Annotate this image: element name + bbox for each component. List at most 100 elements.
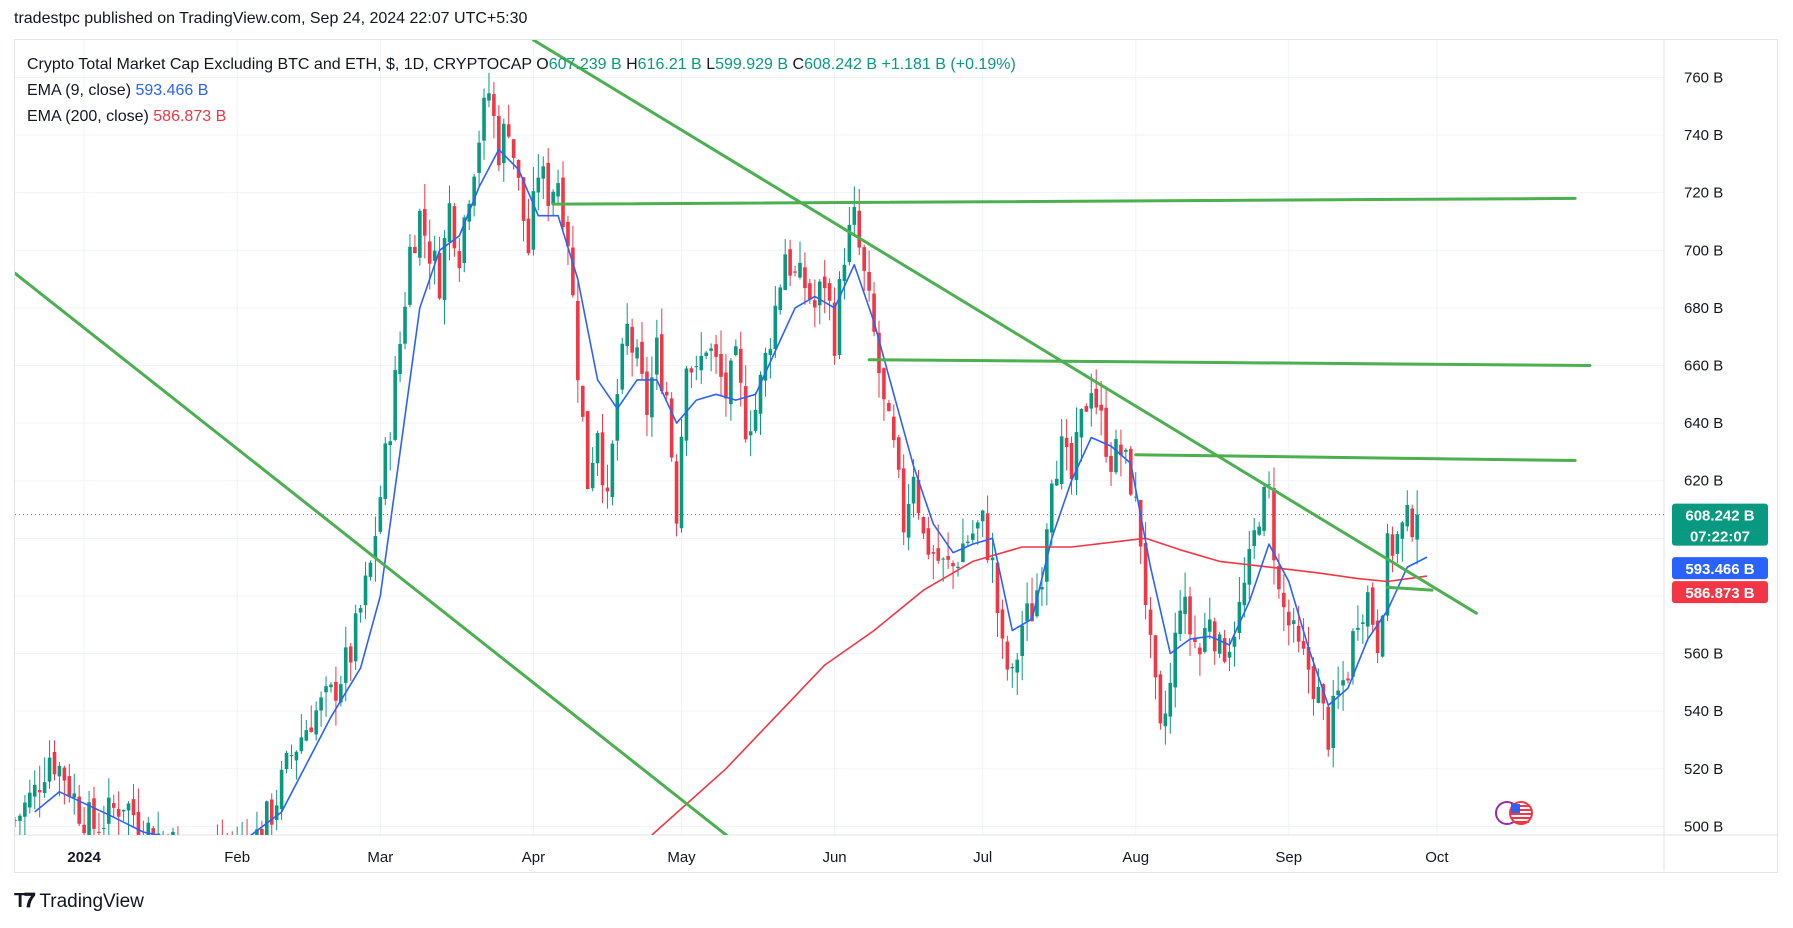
candle-body[interactable] [625, 323, 630, 347]
candle-body[interactable] [1040, 587, 1044, 590]
candle-body[interactable] [1415, 514, 1419, 540]
candle-body[interactable] [274, 805, 279, 821]
candle-body[interactable] [1410, 508, 1415, 538]
candle-body[interactable] [442, 237, 447, 300]
candle-body[interactable] [121, 809, 126, 812]
candle-body[interactable] [1158, 674, 1163, 724]
candle-body[interactable] [951, 563, 955, 567]
candle-body[interactable] [1015, 659, 1020, 673]
candle-body[interactable] [1361, 622, 1365, 625]
candle-body[interactable] [1341, 680, 1345, 686]
candle-body[interactable] [758, 374, 763, 414]
candle-body[interactable] [778, 287, 783, 311]
candle-body[interactable] [87, 802, 91, 835]
candle-body[interactable] [1153, 635, 1158, 678]
candle-body[interactable] [211, 853, 215, 857]
candle-body[interactable] [72, 793, 77, 798]
candle-body[interactable] [245, 842, 249, 845]
candle-body[interactable] [260, 828, 264, 840]
candle-body[interactable] [1232, 636, 1237, 647]
trendline[interactable] [531, 40, 1478, 615]
candle-body[interactable] [506, 124, 511, 137]
candle-body[interactable] [482, 97, 486, 141]
candle-body[interactable] [279, 769, 284, 810]
candle-body[interactable] [289, 754, 294, 756]
candle-body[interactable] [1128, 448, 1133, 495]
candle-body[interactable] [650, 377, 654, 418]
candle-body[interactable] [971, 533, 975, 540]
candle-body[interactable] [501, 123, 506, 164]
candle-body[interactable] [694, 366, 699, 368]
candle-body[interactable] [1311, 666, 1316, 700]
candle-body[interactable] [309, 727, 314, 732]
candle-body[interactable] [709, 348, 713, 351]
candle-body[interactable] [324, 686, 328, 693]
candle-body[interactable] [813, 300, 817, 308]
candle-body[interactable] [1035, 590, 1039, 617]
candle-body[interactable] [1321, 684, 1326, 704]
candle-body[interactable] [975, 522, 980, 529]
trendline[interactable] [867, 358, 1592, 367]
candle-body[interactable] [329, 684, 333, 688]
candle-body[interactable] [363, 575, 368, 606]
candle-body[interactable] [462, 217, 467, 264]
candle-body[interactable] [1405, 505, 1410, 527]
candle-body[interactable] [142, 839, 146, 846]
candle-body[interactable] [1237, 602, 1242, 633]
ema9-line[interactable] [34, 148, 1428, 850]
candle-body[interactable] [803, 267, 807, 289]
candle-body[interactable] [1217, 634, 1222, 654]
candle-body[interactable] [867, 271, 871, 291]
candle-body[interactable] [946, 556, 950, 560]
candle-body[interactable] [1025, 603, 1029, 622]
candle-body[interactable] [107, 797, 111, 824]
candle-body[interactable] [837, 278, 842, 356]
candle-body[interactable] [166, 840, 170, 859]
candle-body[interactable] [1331, 695, 1336, 748]
candle-body[interactable] [206, 855, 210, 866]
candle-body[interactable] [304, 730, 309, 741]
us-flag-icon[interactable] [1494, 798, 1536, 828]
candle-body[interactable] [1346, 678, 1350, 681]
candle-body[interactable] [284, 752, 289, 770]
candle-body[interactable] [615, 394, 620, 441]
candle-body[interactable] [32, 784, 37, 797]
candle-body[interactable] [1000, 609, 1005, 639]
candle-body[interactable] [1059, 436, 1064, 485]
candle-body[interactable] [704, 352, 708, 357]
candle-body[interactable] [1079, 408, 1084, 438]
candle-body[interactable] [1212, 621, 1217, 652]
candle-body[interactable] [600, 432, 605, 486]
candle-body[interactable] [62, 767, 67, 781]
candle-body[interactable] [457, 251, 462, 269]
candle-body[interactable] [536, 177, 541, 193]
candle-body[interactable] [452, 206, 457, 249]
candle-body[interactable] [1257, 526, 1261, 535]
candle-body[interactable] [1267, 484, 1271, 486]
legend-ema9-row[interactable]: EMA (9, close) 593.466 B [27, 78, 1016, 104]
candle-body[interactable] [645, 371, 649, 415]
candle-body[interactable] [748, 431, 753, 436]
candle-body[interactable] [511, 139, 516, 158]
candle-body[interactable] [92, 798, 96, 829]
candle-body[interactable] [196, 838, 200, 869]
candle-body[interactable] [136, 811, 141, 835]
candle-body[interactable] [734, 346, 738, 356]
candle-body[interactable] [388, 441, 393, 446]
candle-body[interactable] [1207, 619, 1212, 632]
candle-body[interactable] [788, 249, 792, 276]
candle-body[interactable] [422, 208, 427, 236]
candle-body[interactable] [857, 210, 862, 248]
legend-ema200-row[interactable]: EMA (200, close) 586.873 B [27, 104, 1016, 130]
candle-body[interactable] [551, 191, 555, 205]
candle-body[interactable] [892, 416, 896, 441]
candle-body[interactable] [1148, 609, 1153, 635]
candle-body[interactable] [348, 646, 353, 663]
candle-body[interactable] [827, 283, 832, 301]
trendline[interactable] [551, 196, 1577, 206]
candle-body[interactable] [655, 337, 659, 375]
candle-body[interactable] [995, 562, 1000, 614]
candle-body[interactable] [82, 824, 86, 834]
candle-body[interactable] [13, 819, 17, 821]
candle-body[interactable] [941, 558, 945, 560]
